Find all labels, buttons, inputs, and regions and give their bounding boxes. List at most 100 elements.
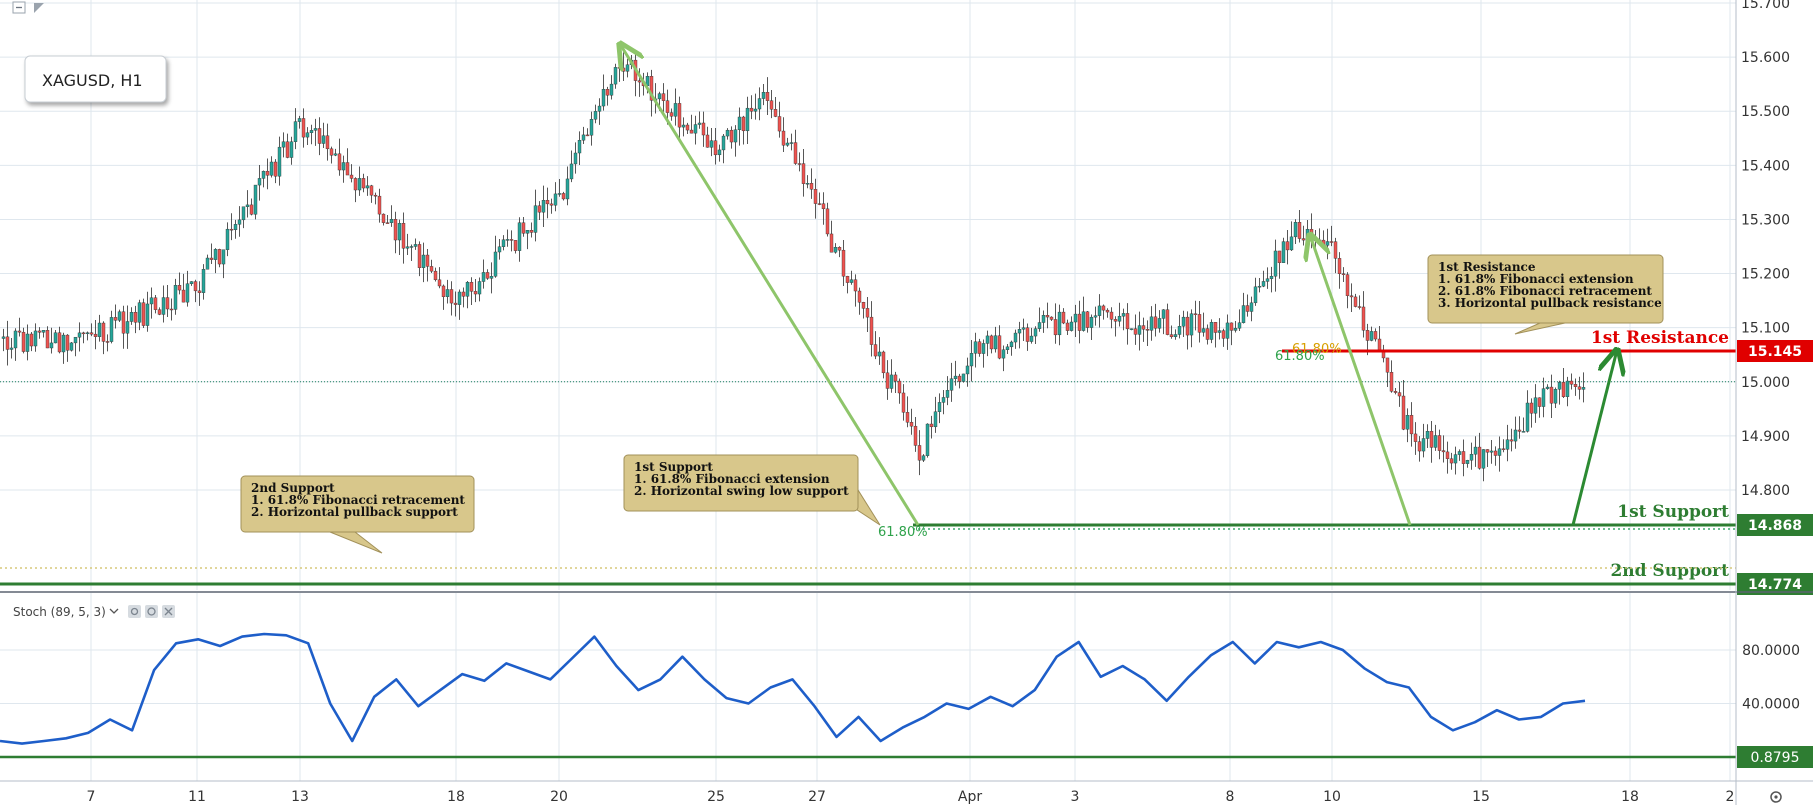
candle-body [1205, 328, 1210, 340]
candle-body [469, 281, 474, 292]
candle-body [409, 246, 414, 248]
price-tick-label: 15.000 [1741, 375, 1790, 391]
candle-body [181, 289, 186, 303]
level-label: 1st Support [1617, 502, 1729, 522]
candle-body [117, 311, 122, 321]
candle-body [341, 162, 346, 171]
candle-body [1501, 448, 1506, 450]
candle-body [929, 423, 934, 428]
candle-body [1509, 439, 1514, 442]
time-tick-label: 15 [1472, 789, 1490, 805]
candle-body [545, 200, 550, 205]
candle-body [945, 390, 950, 398]
candle-body [1337, 258, 1342, 274]
candle-body [297, 118, 302, 122]
candle-body [397, 223, 402, 241]
candle-body [1297, 222, 1302, 239]
candle-body [421, 254, 426, 268]
fib-level-label: 61.80% [1275, 349, 1325, 364]
candle-body [1093, 315, 1098, 318]
candle-body [365, 185, 370, 189]
candle-body [53, 332, 58, 344]
annotation-line: 1. 61.8% Fibonacci retracement [251, 493, 465, 507]
fib-level-label: 61.80% [878, 525, 928, 540]
candle-body [105, 341, 110, 343]
candle-body [1053, 319, 1058, 336]
candle-body [493, 251, 498, 277]
time-tick-label: 3 [1071, 789, 1080, 805]
candle-body [1245, 305, 1250, 312]
candle-body [737, 116, 742, 130]
candle-body [1517, 429, 1522, 432]
candle-body [837, 247, 842, 251]
chevron-down-icon[interactable] [109, 608, 119, 614]
candle-body [381, 213, 386, 223]
candle-body [65, 334, 70, 351]
candle-body [345, 162, 350, 176]
candle-body [101, 322, 106, 342]
candle-body [333, 153, 338, 156]
candle-body [377, 195, 382, 215]
candle-body [1089, 316, 1094, 328]
candle-body [1181, 316, 1186, 327]
candle-body [153, 297, 158, 310]
candle-body [1005, 346, 1010, 350]
candle-body [17, 330, 22, 333]
candle-body [597, 105, 602, 112]
candle-body [165, 297, 170, 310]
level-price-value: 14.774 [1748, 577, 1802, 593]
candle-body [821, 203, 826, 210]
candle-body [33, 330, 38, 347]
time-tick-label: 13 [291, 789, 309, 805]
candle-body [69, 342, 74, 351]
candle-body [221, 249, 226, 265]
candle-body [693, 124, 698, 134]
candle-body [649, 76, 654, 101]
level-price-badge [1737, 514, 1813, 536]
fib-extension-arrow [1310, 235, 1412, 526]
candle-body [585, 134, 590, 137]
candle-body [413, 244, 418, 247]
price-tick-label: 15.600 [1741, 50, 1790, 66]
candle-body [601, 89, 606, 107]
candle-body [473, 291, 478, 295]
candle-body [537, 205, 542, 213]
candle-body [1197, 314, 1202, 333]
candle-body [433, 270, 438, 281]
candle-body [177, 285, 182, 291]
candle-body [661, 93, 666, 101]
candle-body [825, 208, 830, 235]
candle-body [1493, 450, 1498, 456]
flag-icon[interactable] [34, 3, 44, 13]
visibility-icon[interactable] [128, 605, 141, 618]
candle-body [873, 344, 878, 357]
candle-body [1169, 334, 1174, 338]
candle-body [989, 335, 994, 350]
candle-body [993, 335, 998, 350]
candle-body [1429, 431, 1434, 448]
candle-body [817, 203, 822, 205]
candle-body [1001, 349, 1006, 359]
candle-body [1529, 402, 1534, 414]
settings-button[interactable] [145, 605, 158, 618]
candle-body [981, 343, 986, 354]
candle-body [1313, 239, 1318, 242]
candle-body [485, 272, 490, 279]
candle-body [1177, 326, 1182, 335]
candle-body [1413, 433, 1418, 442]
candle-body [801, 163, 806, 184]
candle-body [257, 178, 262, 186]
candle-body [881, 351, 886, 374]
candle-body [901, 392, 906, 413]
candle-body [441, 285, 446, 297]
candle-body [705, 134, 710, 148]
candle-body [249, 204, 254, 215]
candle-body [897, 380, 902, 394]
candle-body [1105, 309, 1110, 313]
chart-settings-gear-icon[interactable] [1770, 791, 1782, 803]
candle-body [453, 302, 458, 305]
candle-body [93, 333, 98, 337]
candle-body [781, 130, 786, 146]
